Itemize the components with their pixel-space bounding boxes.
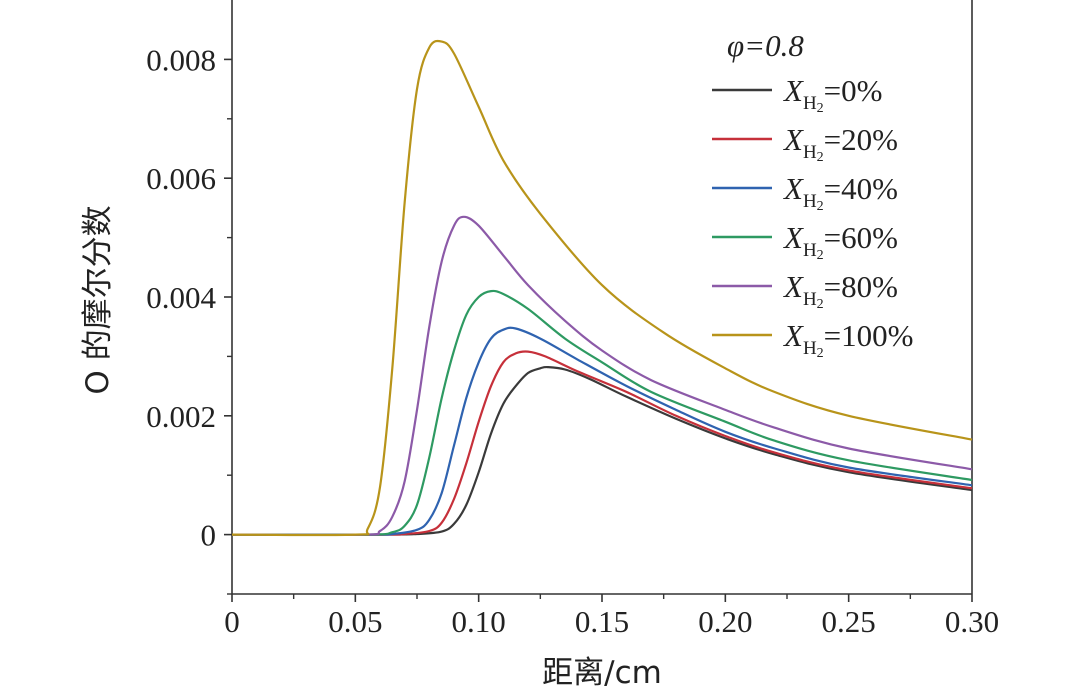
x-axis: 0 0.05 0.10 0.15 0.20 0.25 0.30 [224,594,999,639]
series-line-3 [231,289,973,536]
legend-entry-1: XH2=20% [782,122,898,165]
legend-entry-3: XH2=60% [782,220,898,263]
series-line-4 [231,215,973,536]
x-tick-label: 0 [224,604,240,639]
legend-title: φ=0.8 [727,28,804,63]
x-axis-title: 距离/cm [542,655,662,691]
series-layer [231,39,973,537]
legend-entry-4: XH2=80% [782,269,898,312]
x-tick-label: 0.10 [452,604,506,639]
y-tick-label: 0 [201,518,217,553]
legend: φ=0.8 XH2=0% XH2=20% XH2=40% XH2=60% XH2=80%… [712,28,913,361]
y-tick-label: 0.004 [146,280,216,315]
y-axis-title: O 的摩尔分数 [80,205,116,394]
series-line-0 [231,365,973,536]
x-tick-label: 0.05 [328,604,382,639]
x-tick-label: 0.30 [945,604,999,639]
y-axis: 0 0.002 0.004 0.006 0.008 [146,42,232,595]
legend-entry-2: XH2=40% [782,171,898,214]
x-tick-label: 0.15 [575,604,629,639]
legend-entry-5: XH2=100% [782,318,913,361]
series-line-1 [231,350,973,536]
series-line-2 [231,326,973,536]
y-tick-label: 0.008 [146,42,216,77]
y-tick-label: 0.006 [146,161,216,196]
x-tick-label: 0.25 [822,604,876,639]
x-tick-label: 0.20 [698,604,752,639]
y-tick-label: 0.002 [146,399,216,434]
legend-entry-0: XH2=0% [782,73,882,116]
series-line-5 [231,39,973,537]
